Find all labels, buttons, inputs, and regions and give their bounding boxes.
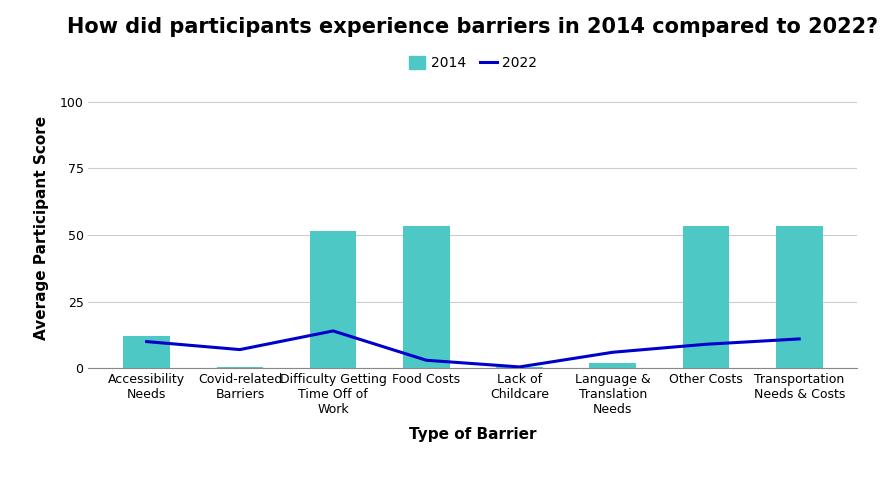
Title: How did participants experience barriers in 2014 compared to 2022?: How did participants experience barriers… (67, 17, 879, 37)
Bar (124, 336, 170, 368)
Bar (496, 367, 543, 368)
Bar (403, 226, 450, 368)
Bar (776, 226, 822, 368)
Legend: 2014, 2022: 2014, 2022 (403, 51, 543, 76)
X-axis label: Type of Barrier: Type of Barrier (409, 427, 537, 442)
Bar (590, 363, 636, 368)
Bar (682, 226, 729, 368)
Bar (217, 367, 263, 368)
Bar (309, 231, 356, 368)
Y-axis label: Average Participant Score: Average Participant Score (34, 116, 49, 340)
